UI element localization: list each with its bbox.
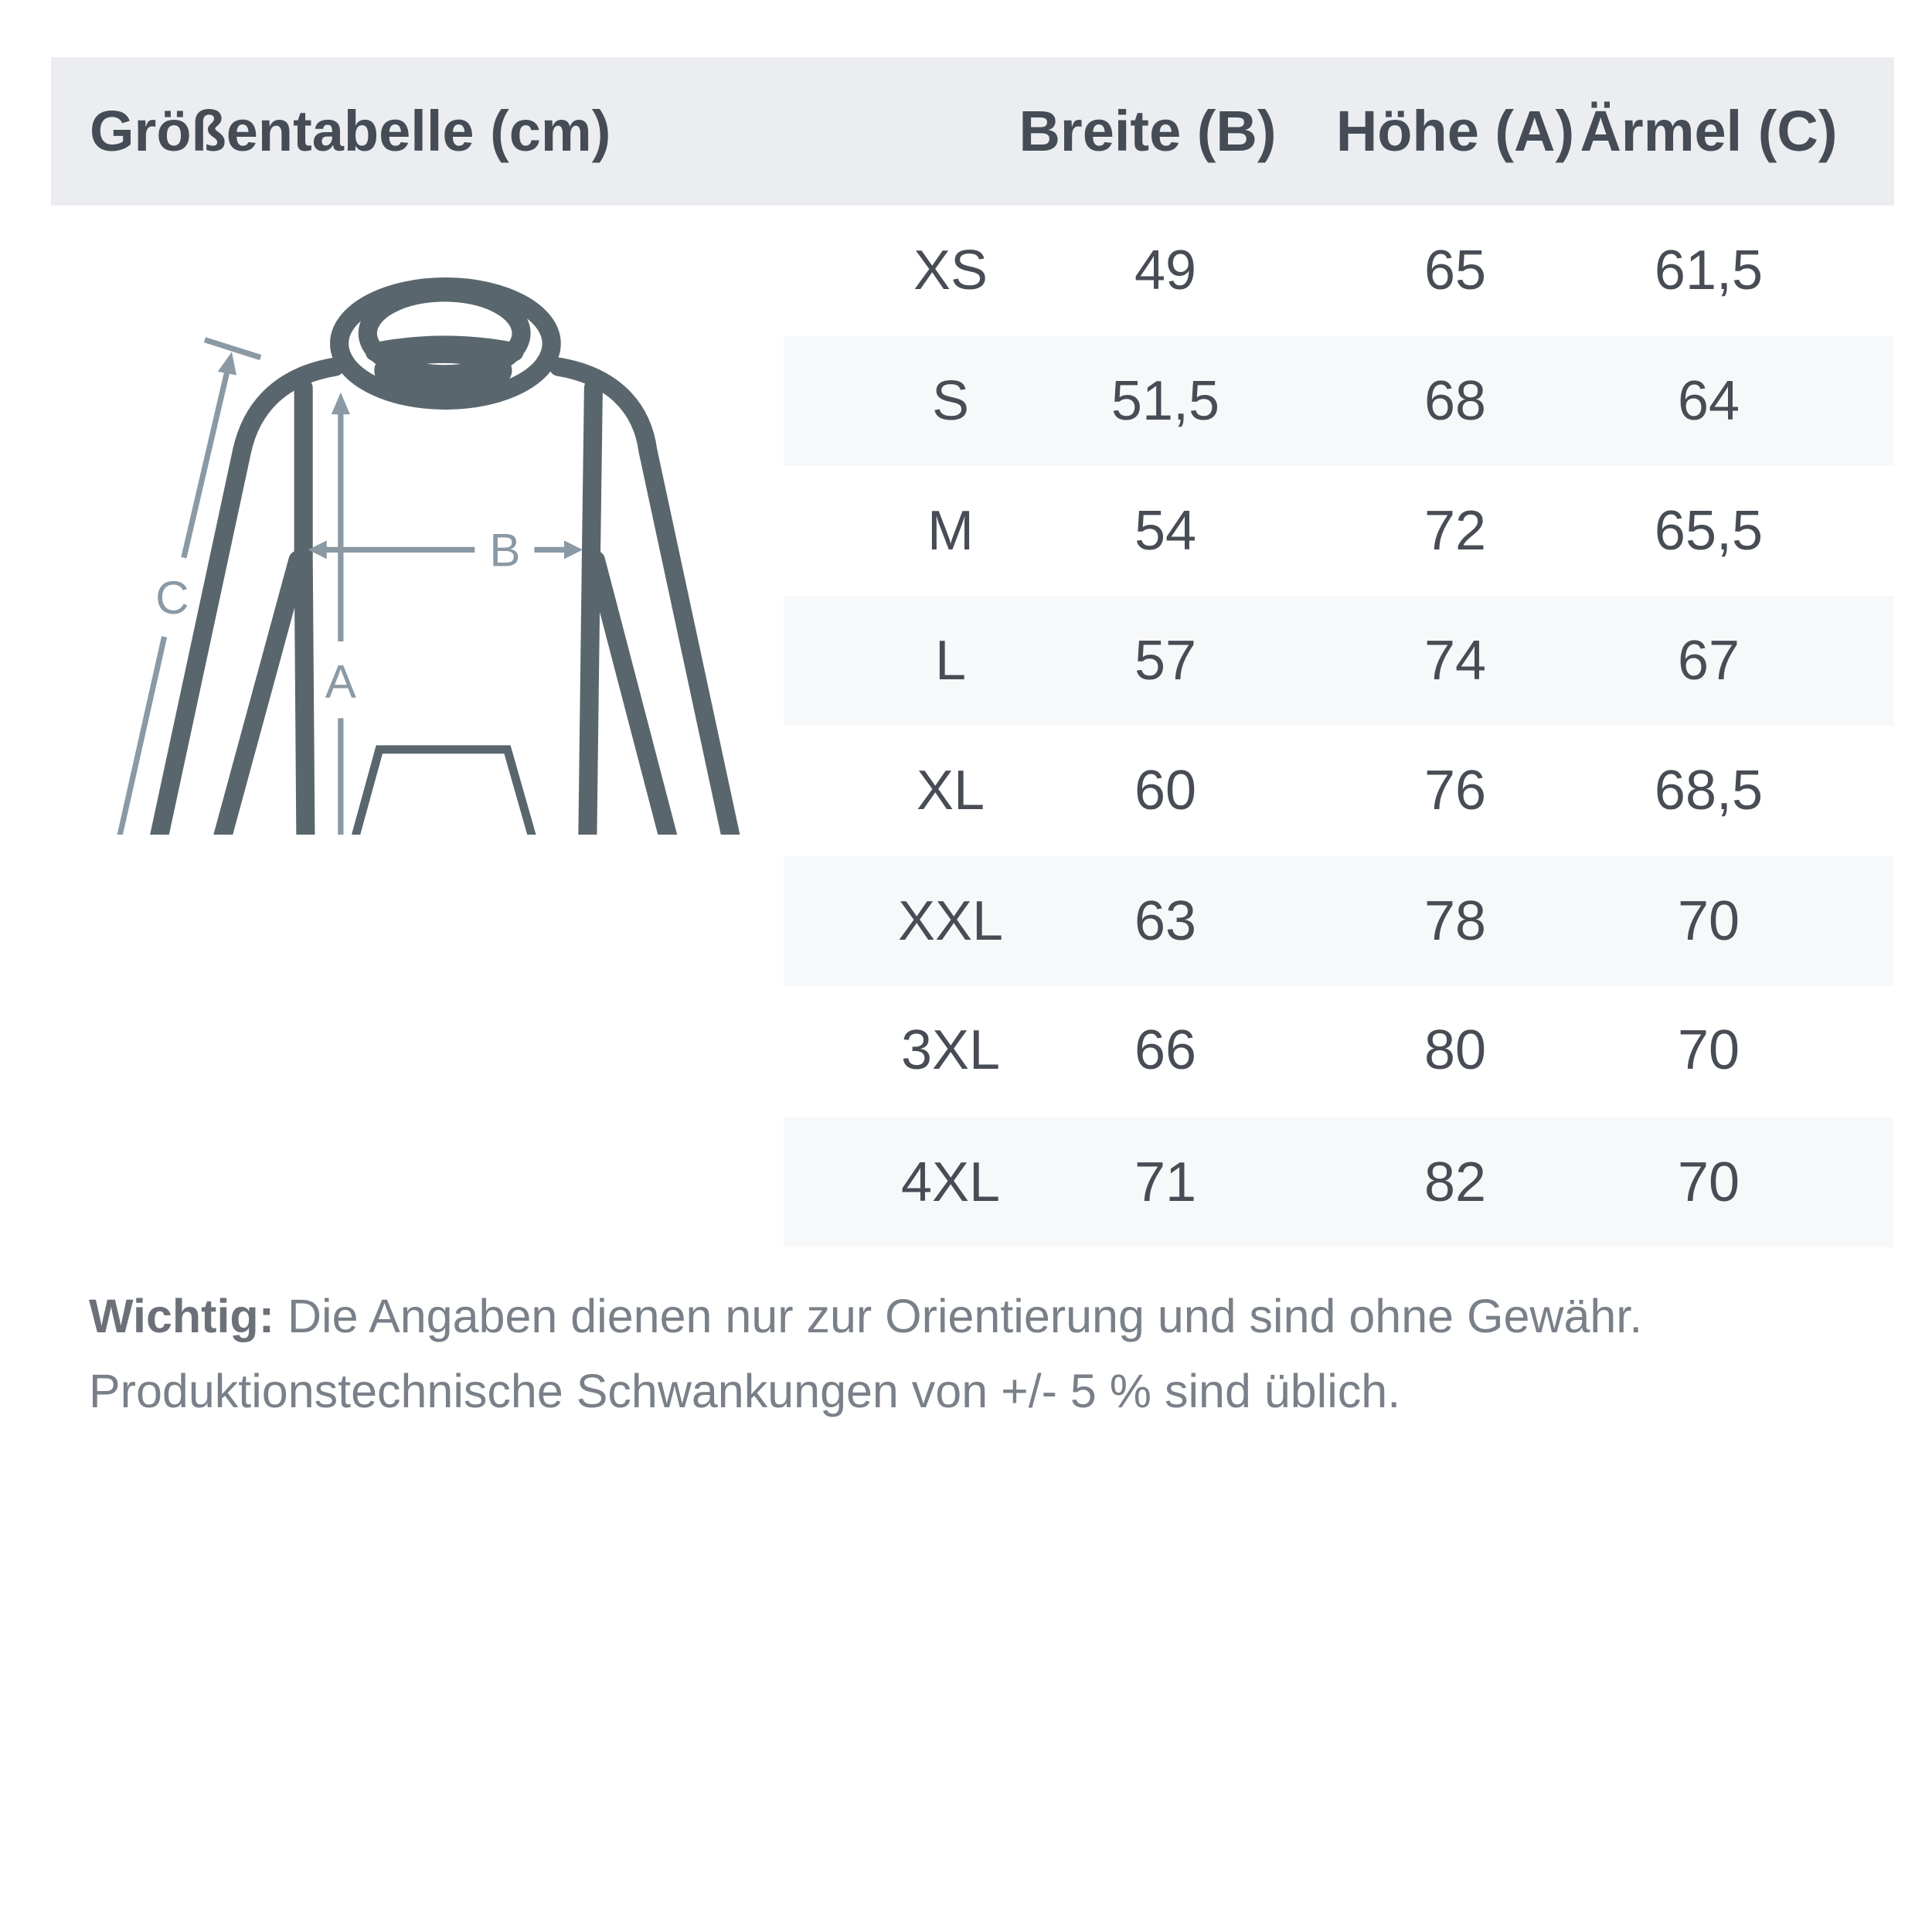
label-b: B	[489, 523, 520, 576]
cell-aermel: 70	[1677, 1151, 1740, 1213]
cell-breite: 63	[1134, 890, 1197, 952]
measure-c-line	[181, 370, 230, 559]
footer-note: Wichtig: Die Angaben dienen nur zur Orie…	[89, 1279, 1642, 1429]
cell-hoehe: 76	[1423, 760, 1487, 821]
pocket	[351, 745, 536, 835]
cell-hoehe: 65	[1423, 240, 1487, 301]
cell-size: 4XL	[900, 1151, 1001, 1213]
cell-hoehe: 68	[1423, 370, 1487, 432]
arrow-left-icon	[308, 540, 327, 560]
cell-breite: 51,5	[1111, 370, 1220, 432]
measure-c-tick	[203, 337, 262, 361]
cell-size: XXL	[897, 890, 1004, 952]
cell-breite: 60	[1134, 760, 1197, 821]
page-title: Größentabelle (cm)	[90, 99, 611, 163]
label-a: A	[325, 655, 357, 707]
cell-aermel: 67	[1677, 630, 1740, 692]
column-header-aermel: Ärmel (C)	[1580, 99, 1838, 163]
cell-aermel: 64	[1677, 370, 1740, 432]
measure-lines	[117, 337, 583, 835]
cell-hoehe: 82	[1423, 1151, 1487, 1213]
table-header: Größentabelle (cm) Breite (B) Höhe (A) Ä…	[51, 57, 1894, 206]
cell-hoehe: 80	[1423, 1019, 1487, 1081]
arrow-up-icon	[331, 392, 350, 415]
cell-size: XS	[913, 240, 988, 301]
cell-breite: 71	[1134, 1151, 1197, 1213]
cell-aermel: 65,5	[1654, 500, 1764, 562]
table-row: 3XL 66 80 70	[784, 985, 1894, 1115]
hoodie-diagram: A B C	[117, 277, 740, 835]
column-header-breite: Breite (B)	[1019, 99, 1277, 163]
label-c: C	[155, 571, 189, 624]
cell-breite: 49	[1134, 240, 1197, 301]
cell-breite: 66	[1134, 1019, 1197, 1081]
table-row: XXL 63 78 70	[784, 856, 1894, 986]
cell-size: L	[934, 630, 967, 692]
cell-size: M	[927, 500, 974, 562]
footer-line2: Produktionstechnische Schwankungen von +…	[89, 1365, 1401, 1417]
cell-breite: 57	[1134, 630, 1197, 692]
cell-size: 3XL	[900, 1019, 1001, 1081]
table-row: XS 49 65 61,5	[784, 206, 1894, 335]
column-header-hoehe: Höhe (A)	[1335, 99, 1575, 163]
cell-size: XL	[916, 760, 985, 821]
cell-aermel: 70	[1677, 890, 1740, 952]
arrow-up-icon	[217, 352, 236, 376]
table-row: M 54 72 65,5	[784, 466, 1894, 596]
table-row: L 57 74 67	[784, 596, 1894, 726]
cell-hoehe: 78	[1423, 890, 1487, 952]
cell-aermel: 61,5	[1654, 240, 1764, 301]
table-row: XL 60 76 68,5	[784, 726, 1894, 855]
cell-hoehe: 74	[1423, 630, 1487, 692]
cell-aermel: 70	[1677, 1019, 1740, 1081]
cell-size: S	[931, 370, 970, 432]
footer-line1: Die Angaben dienen nur zur Orientierung …	[274, 1290, 1643, 1342]
measure-c-line	[117, 636, 168, 835]
hoodie-outline	[150, 277, 740, 835]
cell-breite: 54	[1134, 500, 1197, 562]
cell-aermel: 68,5	[1654, 760, 1764, 821]
footer-bold: Wichtig:	[89, 1290, 275, 1342]
cell-hoehe: 72	[1423, 500, 1487, 562]
table-row: S 51,5 68 64	[784, 336, 1894, 466]
arrow-right-icon	[563, 540, 583, 560]
table-row: 4XL 71 82 70	[784, 1117, 1894, 1247]
